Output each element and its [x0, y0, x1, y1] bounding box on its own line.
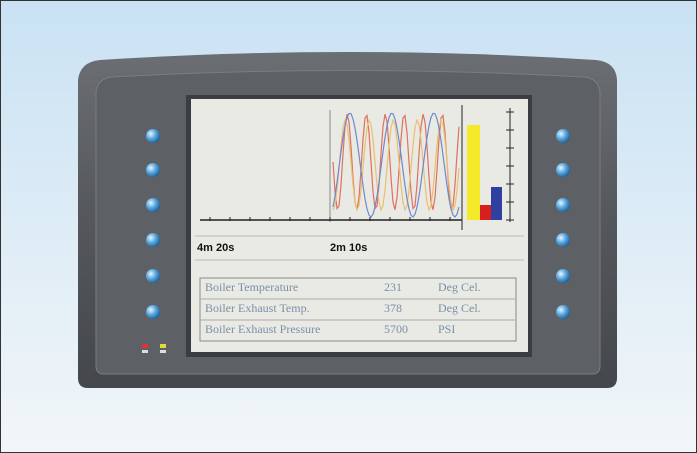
table-cell: 378: [384, 301, 402, 315]
time-label: 4m 20s: [197, 242, 234, 254]
table-cell: Deg Cel.: [438, 280, 481, 294]
button[interactable]: [146, 163, 160, 177]
button[interactable]: [556, 129, 570, 143]
button[interactable]: [146, 198, 160, 212]
table-cell: PSI: [438, 322, 455, 336]
button[interactable]: [556, 198, 570, 212]
bar: [467, 125, 480, 220]
button[interactable]: [556, 305, 570, 319]
led: [160, 350, 166, 353]
table-cell: 5700: [384, 322, 408, 336]
button[interactable]: [146, 129, 160, 143]
bar: [480, 205, 491, 220]
table-cell: Deg Cel.: [438, 301, 481, 315]
trend-graph: [200, 105, 514, 230]
button[interactable]: [556, 163, 570, 177]
button[interactable]: [556, 269, 570, 283]
time-label: 2m 10s: [330, 242, 367, 254]
button[interactable]: [146, 233, 160, 247]
table-cell: Boiler Exhaust Pressure: [205, 322, 320, 336]
button[interactable]: [556, 233, 570, 247]
trend-line: [332, 118, 460, 212]
led: [142, 344, 148, 348]
button[interactable]: [146, 269, 160, 283]
button[interactable]: [146, 305, 160, 319]
trend-line: [332, 112, 460, 218]
bar: [491, 187, 502, 220]
led: [160, 344, 166, 348]
led: [142, 350, 148, 353]
table-cell: 231: [384, 280, 402, 294]
buttons: [146, 129, 570, 319]
table-cell: Boiler Exhaust Temp.: [205, 301, 310, 315]
table-border: [199, 277, 517, 342]
readout-table: Boiler Temperature 231 Deg Cel. Boiler Exha…: [199, 277, 517, 342]
table-cell: Boiler Temperature: [205, 280, 298, 294]
